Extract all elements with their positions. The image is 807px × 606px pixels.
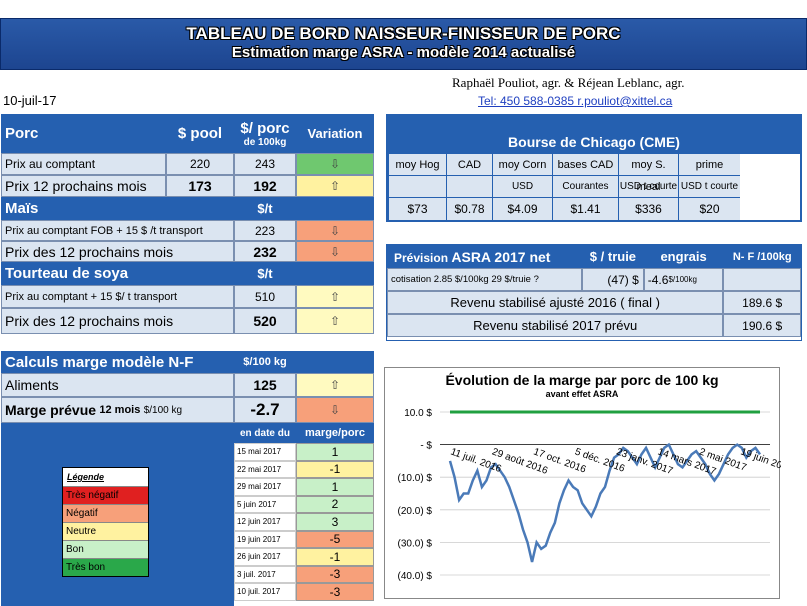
history-value: -3 [296, 583, 374, 601]
porc-row: Prix au comptant 220 243 ⇩ [1, 153, 374, 175]
legend-title: Légende [67, 472, 105, 482]
soya-title: Tourteau de soya [5, 265, 129, 282]
soya-row: Prix au comptant + 15 $/ t transport 510… [1, 285, 374, 308]
history-value: -1 [296, 548, 374, 566]
report-date: 10-juil-17 [3, 93, 57, 108]
history-value: 2 [296, 495, 374, 513]
porc-title: Porc [5, 125, 39, 142]
legend-item: Neutre [63, 522, 148, 540]
mais-row: Prix au comptant FOB + 15 $ /t transport… [1, 220, 374, 241]
down-arrow-icon: ⇩ [296, 153, 374, 175]
history-date: 5 juin 2017 [234, 495, 296, 513]
history-date: 19 juin 2017 [234, 530, 296, 548]
series-line [448, 442, 762, 563]
history-table: 15 mai 2017 1 22 mai 2017 -1 29 mai 2017 1 5 j… [234, 443, 374, 601]
soya-row: Prix des 12 prochains mois 520 ⇧ [1, 308, 374, 334]
asra-row: Revenu stabilisé 2017 prévu 190.6 $ [387, 314, 801, 337]
banner-subtitle: Estimation marge ASRA - modèle 2014 actu… [231, 44, 576, 61]
asra-row: Revenu stabilisé ajusté 2016 ( final ) 1… [387, 291, 801, 314]
history-value: 1 [296, 478, 374, 496]
up-arrow-icon: ⇧ [296, 373, 374, 397]
asra-panel: Prévision ASRA 2017 net $ / truie engrai… [386, 244, 802, 341]
history-date: 3 juil. 2017 [234, 565, 296, 583]
y-tick-label: (20.0) $ [398, 506, 433, 517]
cme-column: bases CAD Courantes $1.41 [552, 154, 618, 220]
chart-title: Évolution de la marge par porc de 100 kg [445, 372, 719, 388]
calc-title: Calculs marge modèle N-F [5, 353, 194, 371]
up-arrow-icon: ⇧ [296, 308, 374, 334]
chart-plot: 10.0 $ - $ (10.0) $ (20.0) $ (30.0) $ (40.0) … [398, 408, 781, 582]
legend-item: Négatif [63, 504, 148, 522]
margin-chart: Évolution de la marge par porc de 100 kg… [384, 367, 781, 599]
legend-item: Très négatif [63, 486, 148, 504]
history-row: 5 juin 2017 2 [234, 495, 374, 513]
history-row: 19 juin 2017 -5 [234, 530, 374, 548]
history-row: 12 juin 2017 3 [234, 513, 374, 531]
marge-value: -2.7 [234, 397, 296, 423]
cme-panel: Bourse de Chicago (CME) moy Hog $73 CAD $0.… [386, 114, 802, 222]
history-row: 22 mai 2017 -1 [234, 460, 374, 478]
history-date: 26 juin 2017 [234, 548, 296, 566]
history-row: 26 juin 2017 -1 [234, 548, 374, 566]
cme-column: moy Corn USD $4.09 [492, 154, 552, 220]
history-value: -5 [296, 530, 374, 548]
down-arrow-icon: ⇩ [296, 220, 374, 241]
y-tick-label: (10.0) $ [398, 473, 433, 484]
mais-title: Maïs [5, 200, 39, 217]
contact-link[interactable]: Tel: 450 588-0385 r.pouliot@xittel.ca [478, 94, 673, 108]
history-date: 15 mai 2017 [234, 443, 296, 461]
porc-table: Porc $ pool $/ porc de 100kg Variation Pr… [1, 114, 374, 334]
history-row: 15 mai 2017 1 [234, 443, 374, 461]
y-tick-label: - $ [420, 441, 432, 452]
y-tick-label: 10.0 $ [404, 408, 432, 419]
authors: Raphaël Pouliot, agr. & Réjean Leblanc, … [452, 75, 685, 90]
up-arrow-icon: ⇧ [296, 175, 374, 197]
history-row: 3 juil. 2017 -3 [234, 565, 374, 583]
history-value: -1 [296, 460, 374, 478]
col-variation: Variation [307, 126, 363, 141]
history-value: 3 [296, 513, 374, 531]
title-banner: TABLEAU DE BORD NAISSEUR-FINISSEUR DE PO… [0, 18, 807, 70]
history-date: 29 mai 2017 [234, 478, 296, 496]
up-arrow-icon: ⇧ [296, 285, 374, 308]
mais-row: Prix des 12 prochains mois 232 ⇩ [1, 241, 374, 262]
down-arrow-icon: ⇩ [296, 397, 374, 423]
history-date: 12 juin 2017 [234, 513, 296, 531]
cme-column: moy Hog $73 [388, 154, 446, 220]
history-value: -3 [296, 565, 374, 583]
porc-row: Prix 12 prochains mois 173 192 ⇧ [1, 175, 374, 197]
history-value: 1 [296, 443, 374, 461]
y-tick-label: (30.0) $ [398, 538, 433, 549]
x-tick-label: 19 juin 2017 [739, 446, 781, 475]
down-arrow-icon: ⇩ [296, 241, 374, 262]
cme-column: prime USD t courte $20 [678, 154, 740, 220]
history-row: 29 mai 2017 1 [234, 478, 374, 496]
y-tick-label: (40.0) $ [398, 571, 433, 582]
legend-item: Très bon [63, 558, 148, 576]
col-porc: $/ porc de 100kg [240, 119, 290, 148]
legend-item: Bon [63, 540, 148, 558]
col-pool: $ pool [177, 125, 223, 142]
cme-column: CAD $0.78 [446, 154, 492, 220]
banner-title: TABLEAU DE BORD NAISSEUR-FINISSEUR DE PO… [186, 24, 621, 43]
legend: Légende Très négatif Négatif Neutre Bon Très… [62, 467, 149, 577]
chart-subtitle: avant effet ASRA [545, 389, 619, 399]
cme-column: moy S. meal USD t courte $336 [618, 154, 678, 220]
cme-title: Bourse de Chicago (CME) [388, 116, 800, 154]
history-date: 22 mai 2017 [234, 460, 296, 478]
history-row: 10 juil. 2017 -3 [234, 583, 374, 601]
calc-table: Calculs marge modèle N-F $/100 kg Alimen… [1, 351, 374, 443]
history-date: 10 juil. 2017 [234, 583, 296, 601]
